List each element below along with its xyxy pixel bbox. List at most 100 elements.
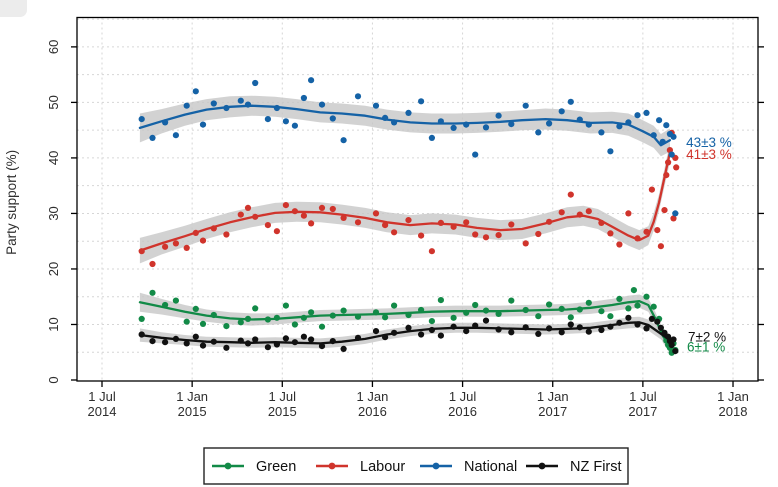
poll-point-labour <box>308 220 315 227</box>
window-corner-artifact <box>0 0 27 17</box>
poll-point-green <box>183 318 190 325</box>
poll-point-national <box>508 121 515 128</box>
poll-point-national <box>273 104 280 112</box>
poll-point-green <box>576 306 583 313</box>
poll-point-green <box>535 313 542 320</box>
poll-point-national <box>607 148 614 155</box>
poll-point-nz-first <box>192 333 199 340</box>
poll-point-nz-first <box>223 344 230 351</box>
poll-point-green <box>482 307 490 314</box>
x-tick-label: 1 Jan <box>717 389 749 404</box>
poll-point-green <box>138 315 145 322</box>
poll-point-labour <box>661 207 668 214</box>
poll-point-nz-first <box>264 344 271 351</box>
poll-point-nz-first <box>661 329 668 336</box>
poll-point-labour <box>418 232 425 239</box>
poll-point-green <box>391 302 398 309</box>
poll-point-labour <box>340 214 347 221</box>
poll-point-national <box>405 109 412 116</box>
poll-point-nz-first <box>149 338 156 345</box>
poll-point-national <box>183 102 190 109</box>
poll-point-green <box>522 306 529 314</box>
poll-point-nz-first <box>576 324 583 331</box>
poll-point-national <box>472 151 479 158</box>
poll-point-nz-first <box>372 328 380 335</box>
poll-point-national <box>482 124 490 131</box>
poll-point-nz-first <box>546 325 553 332</box>
poll-point-national <box>450 124 457 131</box>
poll-point-green <box>418 306 425 314</box>
poll-point-national <box>291 122 298 129</box>
poll-point-nz-first <box>252 336 259 343</box>
trend-line-labour <box>138 151 672 252</box>
poll-point-green <box>273 314 280 321</box>
legend-item-green: Green <box>212 459 296 475</box>
poll-point-national <box>672 210 679 217</box>
poll-point-green <box>252 305 259 312</box>
poll-point-nz-first <box>340 345 347 352</box>
poll-point-national <box>522 102 529 109</box>
x-tick-label: 2018 <box>719 404 748 419</box>
poll-point-nz-first <box>643 325 650 332</box>
poll-point-green <box>546 301 553 308</box>
poll-point-nz-first <box>418 331 425 338</box>
legend-label: National <box>464 459 517 475</box>
poll-point-labour <box>558 209 565 216</box>
poll-point-nz-first <box>244 340 252 347</box>
y-tick-label: 40 <box>46 151 61 165</box>
poll-point-national <box>264 116 271 123</box>
poll-point-labour <box>391 229 398 236</box>
poll-point-national <box>252 79 259 87</box>
legend-point-sample <box>538 462 546 470</box>
annotations: 6±1 % 41±3 %43±3 % 7±2 % <box>686 135 732 355</box>
x-tick-label: 2015 <box>268 404 297 419</box>
y-axis-title: Party support (%) <box>4 150 19 255</box>
poll-point-labour <box>372 210 380 217</box>
poll-point-labour <box>643 228 650 235</box>
x-tick-label: 2016 <box>448 404 477 419</box>
poll-point-green <box>354 313 362 320</box>
poll-point-national <box>567 98 574 105</box>
legend-label: NZ First <box>570 459 622 475</box>
legend-label: Green <box>256 459 296 475</box>
poll-point-national <box>428 134 435 141</box>
poll-point-labour <box>657 243 665 250</box>
poll-point-labour <box>546 218 553 225</box>
poll-point-nz-first <box>291 339 298 346</box>
poll-point-green <box>558 305 565 312</box>
poll-point-nz-first <box>607 323 614 330</box>
poll-point-labour <box>495 232 502 239</box>
poll-point-nz-first <box>437 332 444 339</box>
poll-point-national <box>172 132 179 139</box>
poll-point-labour <box>162 243 169 250</box>
poll-point-green <box>634 302 641 309</box>
poll-point-nz-first <box>522 324 529 331</box>
y-tick-label: 0 <box>46 376 61 383</box>
poll-point-national <box>670 133 677 140</box>
poll-point-labour <box>576 211 583 218</box>
poll-point-labour <box>654 227 661 234</box>
poll-point-national <box>354 93 362 100</box>
poll-point-national <box>576 116 583 123</box>
poll-point-labour <box>252 213 259 220</box>
poll-point-national <box>237 97 244 104</box>
x-tick-label: 2017 <box>628 404 657 419</box>
poll-point-nz-first <box>318 343 326 350</box>
poll-point-green <box>199 320 207 327</box>
poll-point-green <box>650 303 657 310</box>
poll-point-green <box>450 314 457 321</box>
poll-point-green <box>308 309 315 316</box>
poll-point-nz-first <box>199 342 207 349</box>
y-tick-label: 10 <box>46 317 61 331</box>
poll-point-green <box>192 305 199 312</box>
poll-point-national <box>300 94 307 102</box>
legend-item-labour: Labour <box>316 459 405 475</box>
poll-point-green <box>463 309 470 316</box>
poll-point-labour <box>199 237 207 244</box>
poll-point-nz-first <box>668 341 675 349</box>
poll-point-nz-first <box>598 326 605 334</box>
y-tick-label: 20 <box>46 262 61 276</box>
poll-point-national <box>418 98 425 105</box>
poll-point-nz-first <box>273 341 280 348</box>
poll-point-green <box>291 321 298 328</box>
